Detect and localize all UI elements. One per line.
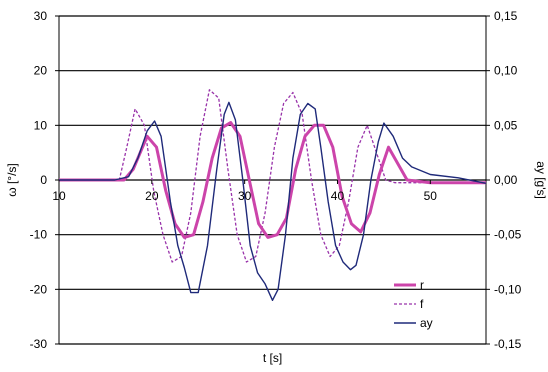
series-line-ay [59,101,487,301]
right-y-axis-label: ay [g's] [534,161,548,199]
right-y-tick-label: 0,05 [494,118,518,132]
series-layer [59,89,487,301]
x-axis-label: t [s] [263,351,282,365]
left-y-tick-label: -10 [30,228,48,242]
right-y-tick-label: -0,15 [494,337,522,351]
right-y-tick-labels: 0,15 0,10 0,05 0,00 -0,05 -0,10 -0,15 [486,9,522,351]
right-y-tick-label: -0,10 [494,282,522,296]
left-y-tick-label: -20 [30,282,48,296]
left-y-tick-label: 10 [34,118,48,132]
right-y-tick-label: 0,10 [494,64,518,78]
legend-label-ay: ay [420,316,433,330]
series-line-f [59,89,486,263]
left-y-tick-label: 30 [34,9,48,23]
left-y-tick-label: 0 [40,173,47,187]
legend-label-f: f [420,297,424,311]
x-tick-label: 50 [424,189,438,203]
x-tick-label: 20 [145,189,159,203]
right-y-tick-label: -0,05 [494,228,522,242]
left-y-tick-label: 20 [34,64,48,78]
left-y-axis-label: ω [°/s] [5,163,19,197]
x-tick-label: 10 [52,189,66,203]
legend: rf ay [394,278,433,330]
right-y-tick-label: 0,00 [494,173,518,187]
left-y-tick-label: -30 [30,337,48,351]
legend-label-r: r [420,278,424,292]
series-line-r [59,121,486,239]
right-y-tick-label: 0,15 [494,9,518,23]
x-tick-labels: 10 20 30 40 50 [52,180,437,203]
left-y-tick-labels: 30 20 10 0 -10 -20 -30 [30,9,59,351]
x-tick-label: 40 [331,189,345,203]
x-tick-label: 30 [238,189,252,203]
